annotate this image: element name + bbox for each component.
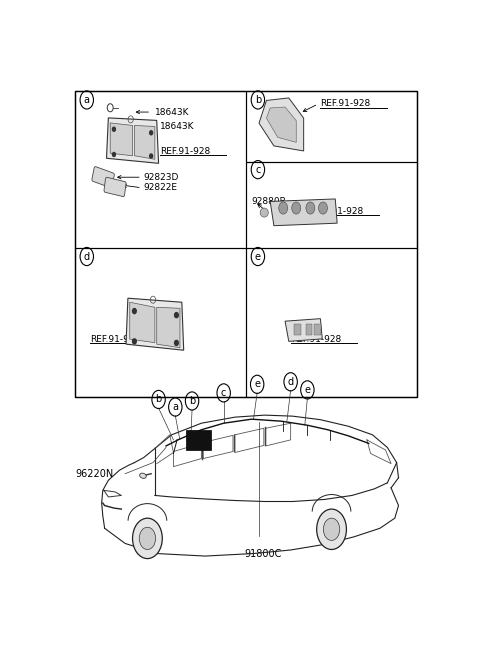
Circle shape: [139, 527, 156, 550]
Polygon shape: [156, 307, 180, 348]
Circle shape: [132, 308, 136, 314]
Circle shape: [292, 202, 300, 214]
Polygon shape: [259, 98, 304, 151]
Polygon shape: [266, 107, 296, 142]
Text: 92880B: 92880B: [252, 197, 287, 207]
Text: e: e: [304, 385, 311, 395]
Text: a: a: [172, 402, 179, 412]
Polygon shape: [126, 298, 184, 350]
Text: b: b: [156, 394, 162, 405]
Circle shape: [279, 202, 288, 214]
Text: 18643K: 18643K: [160, 122, 194, 131]
Ellipse shape: [260, 208, 268, 217]
Text: 96220N: 96220N: [75, 469, 113, 479]
Text: 91800C: 91800C: [244, 548, 281, 558]
Polygon shape: [270, 199, 337, 226]
Circle shape: [150, 131, 153, 134]
Circle shape: [132, 339, 136, 344]
Bar: [246, 162, 417, 248]
Bar: [75, 248, 246, 397]
Text: e: e: [255, 251, 261, 262]
Text: 92823D: 92823D: [144, 173, 179, 182]
FancyBboxPatch shape: [104, 177, 126, 197]
Polygon shape: [285, 319, 322, 341]
Text: REF.91-928: REF.91-928: [321, 100, 371, 108]
Ellipse shape: [140, 473, 146, 478]
Text: REF.91-928: REF.91-928: [160, 147, 210, 156]
Bar: [246, 91, 417, 162]
Text: 92822E: 92822E: [144, 183, 178, 192]
FancyBboxPatch shape: [92, 167, 114, 188]
Polygon shape: [134, 125, 155, 159]
Circle shape: [175, 340, 178, 346]
Polygon shape: [130, 302, 155, 342]
Text: d: d: [288, 377, 294, 387]
Text: REF.91-928: REF.91-928: [290, 335, 341, 344]
Circle shape: [112, 127, 115, 131]
Circle shape: [132, 518, 162, 559]
Bar: [305, 323, 312, 335]
Text: e: e: [254, 379, 260, 389]
Polygon shape: [107, 118, 158, 163]
Bar: [186, 430, 211, 451]
Circle shape: [324, 518, 340, 541]
Text: 18643K: 18643K: [155, 108, 189, 117]
Text: c: c: [255, 165, 261, 174]
Circle shape: [306, 202, 315, 214]
Bar: [75, 91, 246, 248]
Bar: [294, 323, 301, 335]
Text: b: b: [189, 396, 195, 406]
Circle shape: [317, 509, 347, 550]
Text: b: b: [255, 95, 261, 105]
Circle shape: [319, 202, 327, 214]
Bar: [314, 323, 321, 335]
Bar: [246, 248, 417, 397]
Text: a: a: [84, 95, 90, 105]
Circle shape: [150, 154, 153, 158]
Polygon shape: [110, 123, 132, 155]
Circle shape: [175, 313, 178, 318]
Circle shape: [112, 152, 115, 157]
Text: d: d: [84, 251, 90, 262]
Text: c: c: [221, 388, 227, 398]
Text: REF.91-928: REF.91-928: [90, 335, 140, 344]
Bar: [75, 91, 417, 397]
Text: REF.91-928: REF.91-928: [313, 207, 363, 216]
